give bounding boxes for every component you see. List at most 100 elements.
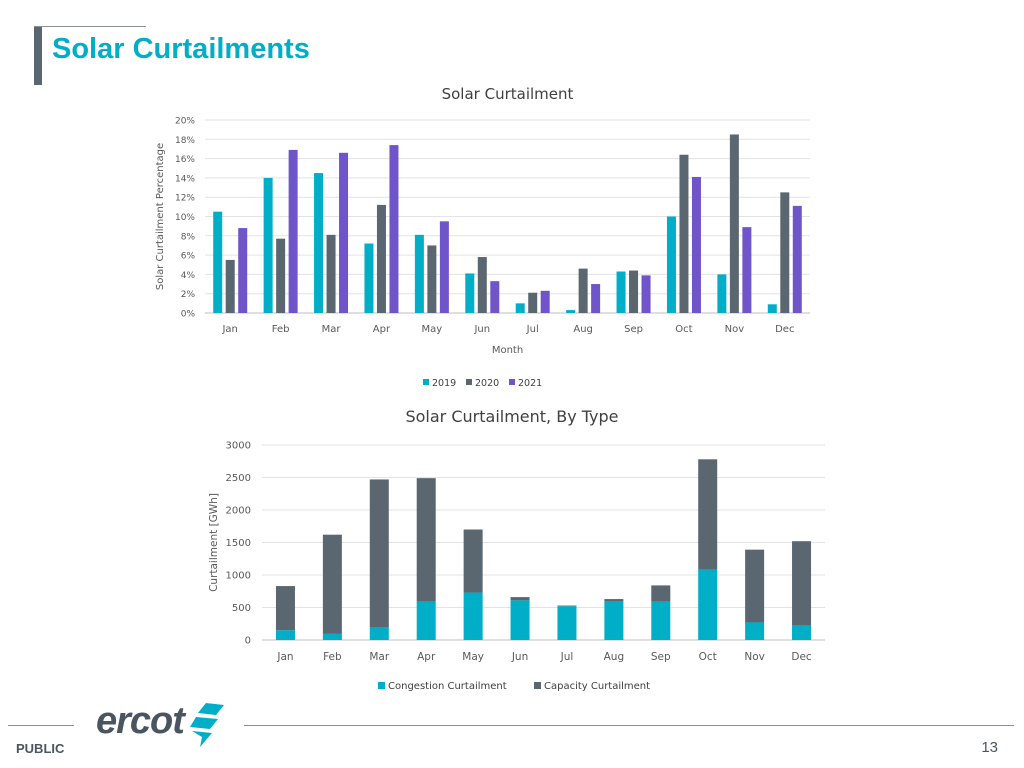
bar-2019 <box>566 310 576 313</box>
x-tick-label: Sep <box>651 651 671 663</box>
legend-swatch <box>378 682 385 689</box>
y-tick-label: 2000 <box>226 506 251 517</box>
bar-congestion-curtailment <box>416 601 436 640</box>
y-tick-label: 14% <box>175 174 195 184</box>
slide-title: Solar Curtailments <box>52 33 310 65</box>
bar-2021 <box>742 227 752 313</box>
x-tick-label: Sep <box>624 324 643 335</box>
y-tick-label: 18% <box>175 136 195 146</box>
legend-swatch <box>534 682 541 689</box>
bar-2020 <box>629 270 639 313</box>
x-tick-label: Mar <box>369 651 389 663</box>
bar-capacity-curtailment <box>651 585 671 602</box>
bar-2019 <box>717 274 727 313</box>
bar-congestion-curtailment <box>745 622 765 640</box>
bar-congestion-curtailment <box>322 633 342 640</box>
bar-2021 <box>792 205 802 313</box>
bar-2021 <box>641 275 651 313</box>
bar-2019 <box>616 271 626 313</box>
legend-label: Congestion Curtailment <box>388 681 507 692</box>
bar-capacity-curtailment <box>745 549 765 623</box>
bar-2021 <box>238 228 248 313</box>
x-tick-label: Nov <box>744 651 765 663</box>
ercot-logo: ercot <box>96 700 185 742</box>
bar-2020 <box>528 292 538 313</box>
bar-2020 <box>477 257 487 313</box>
x-tick-label: Dec <box>775 324 794 335</box>
x-tick-label: Jan <box>221 324 237 335</box>
y-tick-label: 8% <box>181 232 196 242</box>
x-tick-label: Aug <box>573 324 593 335</box>
bar-2020 <box>225 259 235 313</box>
bar-congestion-curtailment <box>369 627 389 640</box>
x-tick-label: Jan <box>276 651 293 663</box>
bar-2020 <box>427 245 437 313</box>
bar-congestion-curtailment <box>275 630 295 640</box>
title-rule <box>34 26 146 27</box>
x-tick-label: Feb <box>272 324 290 335</box>
y-tick-label: 10% <box>175 213 195 223</box>
title-accent-bar <box>34 27 42 85</box>
x-tick-label: May <box>422 324 443 335</box>
bar-2020 <box>780 192 790 313</box>
bar-capacity-curtailment <box>604 599 624 601</box>
x-tick-label: Aug <box>604 651 625 663</box>
bar-congestion-curtailment <box>463 592 483 640</box>
legend-swatch <box>509 379 515 385</box>
legend-label: 2019 <box>432 378 456 389</box>
footer-rule-right <box>244 725 1014 726</box>
bar-2021 <box>288 149 298 313</box>
legend-label: Capacity Curtailment <box>544 681 650 692</box>
bar-capacity-curtailment <box>510 597 530 601</box>
bar-2021 <box>540 290 550 313</box>
y-tick-label: 4% <box>181 271 196 281</box>
y-tick-label: 0 <box>245 636 251 647</box>
legend-label: 2020 <box>475 378 499 389</box>
bar-2021 <box>490 281 500 313</box>
y-tick-label: 500 <box>232 603 251 614</box>
bar-congestion-curtailment <box>792 625 812 640</box>
bar-2021 <box>691 176 701 313</box>
y-tick-label: 16% <box>175 155 195 165</box>
y-tick-label: 1500 <box>226 538 251 549</box>
x-tick-label: Mar <box>322 324 342 335</box>
bar-capacity-curtailment <box>698 459 718 570</box>
y-tick-label: 2500 <box>226 473 251 484</box>
chart-title: Solar Curtailment, By Type <box>405 407 618 426</box>
x-tick-label: Dec <box>791 651 812 663</box>
legend-swatch <box>423 379 429 385</box>
x-tick-label: Oct <box>675 324 692 335</box>
y-axis-label: Curtailment [GWh] <box>208 493 220 592</box>
bar-2020 <box>679 154 689 313</box>
bar-2019 <box>414 234 424 313</box>
public-label: PUBLIC <box>16 741 65 756</box>
bar-capacity-curtailment <box>416 478 436 602</box>
x-tick-label: Feb <box>323 651 342 663</box>
x-tick-label: Oct <box>699 651 717 663</box>
bar-2019 <box>767 304 777 313</box>
y-tick-label: 2% <box>181 290 196 300</box>
x-tick-label: Nov <box>725 324 745 335</box>
x-tick-label: Jun <box>473 324 490 335</box>
bar-2019 <box>666 216 676 313</box>
y-tick-label: 20% <box>175 117 195 127</box>
bar-2019 <box>213 211 223 313</box>
bar-capacity-curtailment <box>322 534 342 634</box>
bar-capacity-curtailment <box>557 605 577 607</box>
y-axis-label: Solar Curtailment Percentage <box>155 143 166 290</box>
bar-2020 <box>578 268 588 313</box>
bar-congestion-curtailment <box>510 600 530 640</box>
x-tick-label: Apr <box>373 324 391 335</box>
x-tick-label: Jul <box>526 324 539 335</box>
bar-congestion-curtailment <box>557 606 577 640</box>
y-tick-label: 0% <box>181 310 196 320</box>
bar-capacity-curtailment <box>275 586 295 631</box>
bar-2020 <box>729 134 739 313</box>
solar-curtailment-by-type-chart: Solar Curtailment, By Type 0 500 1000 1500 20… <box>208 407 825 692</box>
legend-label: 2021 <box>518 378 542 389</box>
bar-congestion-curtailment <box>698 569 718 640</box>
bar-capacity-curtailment <box>369 479 389 627</box>
chart-title: Solar Curtailment <box>442 85 574 103</box>
x-tick-label: Jun <box>511 651 528 663</box>
solar-curtailment-percentage-chart: Solar Curtailment 0% 2% 4% 6% 8% 10% 12% 14% 16% 1… <box>155 85 810 389</box>
